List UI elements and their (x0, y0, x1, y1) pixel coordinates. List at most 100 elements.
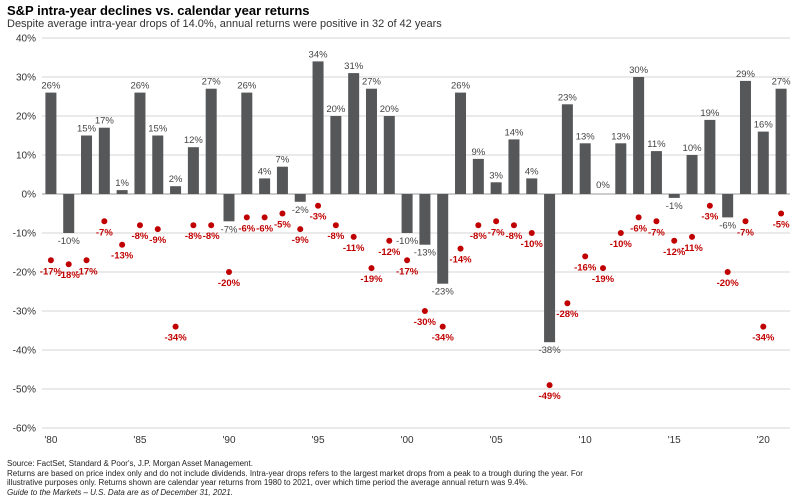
drop-dot (136, 222, 143, 229)
return-bar (419, 194, 431, 245)
drop-label: -9% (292, 235, 309, 246)
drop-dot (386, 237, 393, 244)
drop-label: -34% (752, 333, 775, 344)
chart-subtitle: Despite average intra-year drops of 14.0… (7, 18, 442, 30)
drop-label: -3% (701, 212, 718, 223)
footnote-illustrative: illustrative purposes only. Returns show… (7, 478, 529, 488)
drop-dot (315, 202, 322, 209)
return-label: 17% (95, 116, 115, 127)
return-bar (615, 143, 627, 194)
return-label: 14% (504, 127, 524, 138)
return-bar (187, 147, 199, 194)
return-bar (348, 73, 360, 194)
drop-dot (457, 245, 464, 252)
footnotes: Source: FactSet, Standard & Poor's, J.P.… (7, 459, 797, 497)
footnote-returns: Returns are based on price index only an… (7, 468, 583, 478)
x-axis-ticks: '80 '85 '90 '95 '00 '05 '10 '15 '20 (44, 435, 770, 446)
x-tick-label: '10 (579, 435, 592, 446)
drop-dot (47, 257, 54, 264)
drop-label: -8% (185, 231, 202, 242)
drop-label: -9% (149, 235, 166, 246)
drop-label: -8% (203, 231, 220, 242)
return-bar (205, 88, 217, 194)
drop-dot (635, 214, 642, 221)
return-label: 11% (647, 139, 666, 150)
return-label: 30% (629, 65, 649, 76)
drop-dot (226, 269, 232, 275)
drop-label: -20% (218, 278, 241, 289)
drop-dot (653, 218, 660, 225)
drop-label: -12% (378, 247, 401, 258)
y-axis-ticks: 40% 30% 20% 10% 0% -10% -20% -30% -40% -50% -60% (13, 34, 36, 435)
x-tick-label: '05 (490, 435, 503, 446)
return-bar (330, 116, 342, 194)
return-bar (544, 194, 556, 343)
drop-dot (243, 214, 250, 221)
drop-label: -17% (40, 266, 63, 277)
drop-dot (350, 233, 357, 240)
drop-dot (190, 222, 197, 229)
y-tick-label: -10% (13, 229, 36, 240)
return-label: 2% (169, 174, 183, 185)
return-bar (722, 194, 734, 218)
return-label: -6% (719, 220, 736, 231)
drop-label: -7% (648, 227, 665, 238)
return-label: 19% (700, 108, 720, 119)
return-label: 16% (754, 120, 774, 131)
grid-lines (42, 37, 790, 429)
return-label: -7% (221, 224, 238, 235)
return-label: 34% (309, 49, 329, 60)
drop-dot (439, 323, 446, 330)
x-tick-label: '20 (757, 435, 770, 446)
bars (45, 61, 787, 343)
return-label: -38% (538, 345, 561, 356)
drop-dot (421, 308, 428, 314)
drop-dot (208, 222, 215, 229)
drop-label: -13% (111, 251, 134, 262)
drop-dot (154, 226, 161, 233)
drop-label: -12% (663, 247, 686, 258)
drop-dot (475, 222, 482, 229)
drop-label: -11% (343, 243, 365, 254)
drop-label: -8% (470, 231, 487, 242)
return-bar (45, 92, 57, 194)
drop-dot (404, 257, 411, 264)
return-label: 29% (736, 69, 756, 80)
return-bar (490, 182, 502, 194)
drop-dot (600, 265, 606, 272)
return-bar (561, 104, 573, 194)
x-tick-label: '90 (222, 435, 235, 446)
drop-label: -11% (681, 243, 703, 254)
drop-label: -8% (327, 231, 344, 242)
y-tick-label: 10% (16, 151, 36, 162)
y-tick-label: -40% (13, 346, 36, 357)
y-tick-label: 30% (16, 73, 36, 84)
drop-dot (760, 323, 767, 330)
drop-dot (564, 300, 571, 307)
drop-dot (368, 265, 375, 272)
return-bar (116, 190, 128, 194)
footnote-guide: Guide to the Markets – U.S. Data are as … (7, 487, 233, 497)
return-label: -10% (58, 236, 81, 247)
return-label: 12% (184, 135, 204, 146)
drop-label: -7% (488, 227, 505, 238)
drop-label: -5% (274, 220, 291, 231)
drop-label: -8% (505, 231, 522, 242)
y-tick-label: -60% (13, 424, 36, 435)
return-bar (455, 92, 467, 194)
drop-dot (261, 214, 268, 221)
drop-dot (101, 218, 108, 225)
return-bar (81, 135, 93, 194)
drop-dot (172, 323, 179, 330)
return-label: 1% (115, 178, 129, 189)
return-bar (775, 88, 787, 194)
return-bar (312, 61, 324, 195)
drop-label: -16% (574, 262, 597, 273)
return-bar (437, 194, 449, 284)
y-tick-label: 20% (16, 112, 36, 123)
return-bar (757, 131, 769, 194)
return-label: 3% (489, 170, 503, 181)
return-label: -23% (432, 287, 455, 298)
return-label: 27% (362, 77, 382, 88)
return-bar (98, 127, 110, 194)
